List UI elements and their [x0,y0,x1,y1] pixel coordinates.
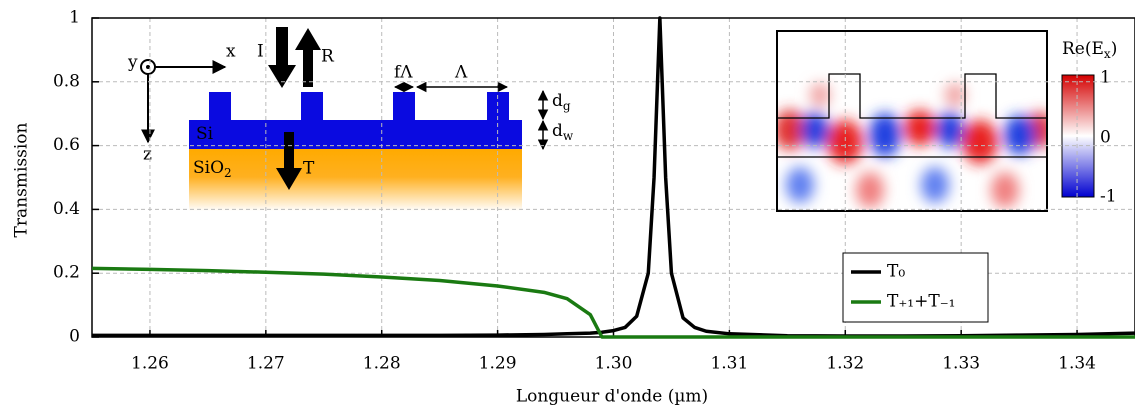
beam-label: I [257,42,264,62]
colorbar-tick-label: 1 [1100,68,1111,88]
legend-label: T₀ [887,262,905,282]
field-frame [776,30,1048,212]
period-label: Λ [454,63,468,83]
y-tick-label: 0.4 [53,199,80,219]
thickness-label-part: g [563,99,571,113]
thickness-label-part: w [563,129,574,143]
colorbar-tick-label: 0 [1100,128,1111,148]
x-tick-label: 1.31 [710,354,748,374]
transmitted-arrow [276,132,302,190]
y-tick-label: 0.6 [53,135,80,155]
colorbar-title: Re(Ex) [1062,39,1117,61]
legend-box [842,252,989,323]
x-axis-label: Longueur d'onde (µm) [516,387,708,407]
y-tick-label: 0.2 [53,263,80,283]
axis-frame [91,17,1135,338]
y-axis-label: Transmission [12,123,32,238]
layer-label-part: 2 [224,166,232,180]
structure-outline [777,73,1047,158]
colorbar [1061,74,1095,198]
x-tick-label: 1.34 [1058,354,1096,374]
x-tick-label: 1.27 [247,354,285,374]
thickness-label: dg [552,91,571,113]
axis-origin-dot [146,65,150,69]
axis-label: y [127,53,138,73]
x-tick-label: 1.33 [942,354,980,374]
y-tick-label: 1 [69,8,80,28]
incident-arrow [268,27,296,88]
y-tick-label: 0.8 [53,71,80,91]
colorbar-title-part: Re(E [1062,39,1104,59]
beam-label: T [303,159,315,179]
reflected-arrow [295,28,321,87]
series-line [91,266,1135,339]
colorbar-title-part: ) [1111,39,1118,59]
x-tick-label: 1.28 [363,354,401,374]
thickness-label-part: d [552,91,563,111]
axis-label: x [226,42,236,62]
sio2-layer [189,149,522,211]
layer-label: Si [196,124,214,144]
structure-diagram: x y z I R T fΛ Λ [127,27,549,211]
axis-label: z [143,145,152,165]
si-grating [189,92,522,149]
y-tick-label: 0 [69,327,80,347]
thickness-label: dw [552,121,574,143]
x-tick-label: 1.26 [131,354,169,374]
x-tick-label: 1.29 [479,354,517,374]
thickness-label-part: d [552,121,563,141]
colorbar-tick-label: -1 [1100,187,1117,207]
period-label: fΛ [394,63,413,83]
colorbar-title-part: x [1104,47,1111,61]
layer-label-part: Si [196,124,214,144]
x-tick-label: 1.30 [595,354,633,374]
x-tick-label: 1.32 [826,354,864,374]
beam-label: R [321,47,335,67]
layer-label-part: SiO [193,158,224,178]
layer-label: SiO2 [193,158,232,180]
legend-label: T₊₁+T₋₁ [887,292,956,312]
